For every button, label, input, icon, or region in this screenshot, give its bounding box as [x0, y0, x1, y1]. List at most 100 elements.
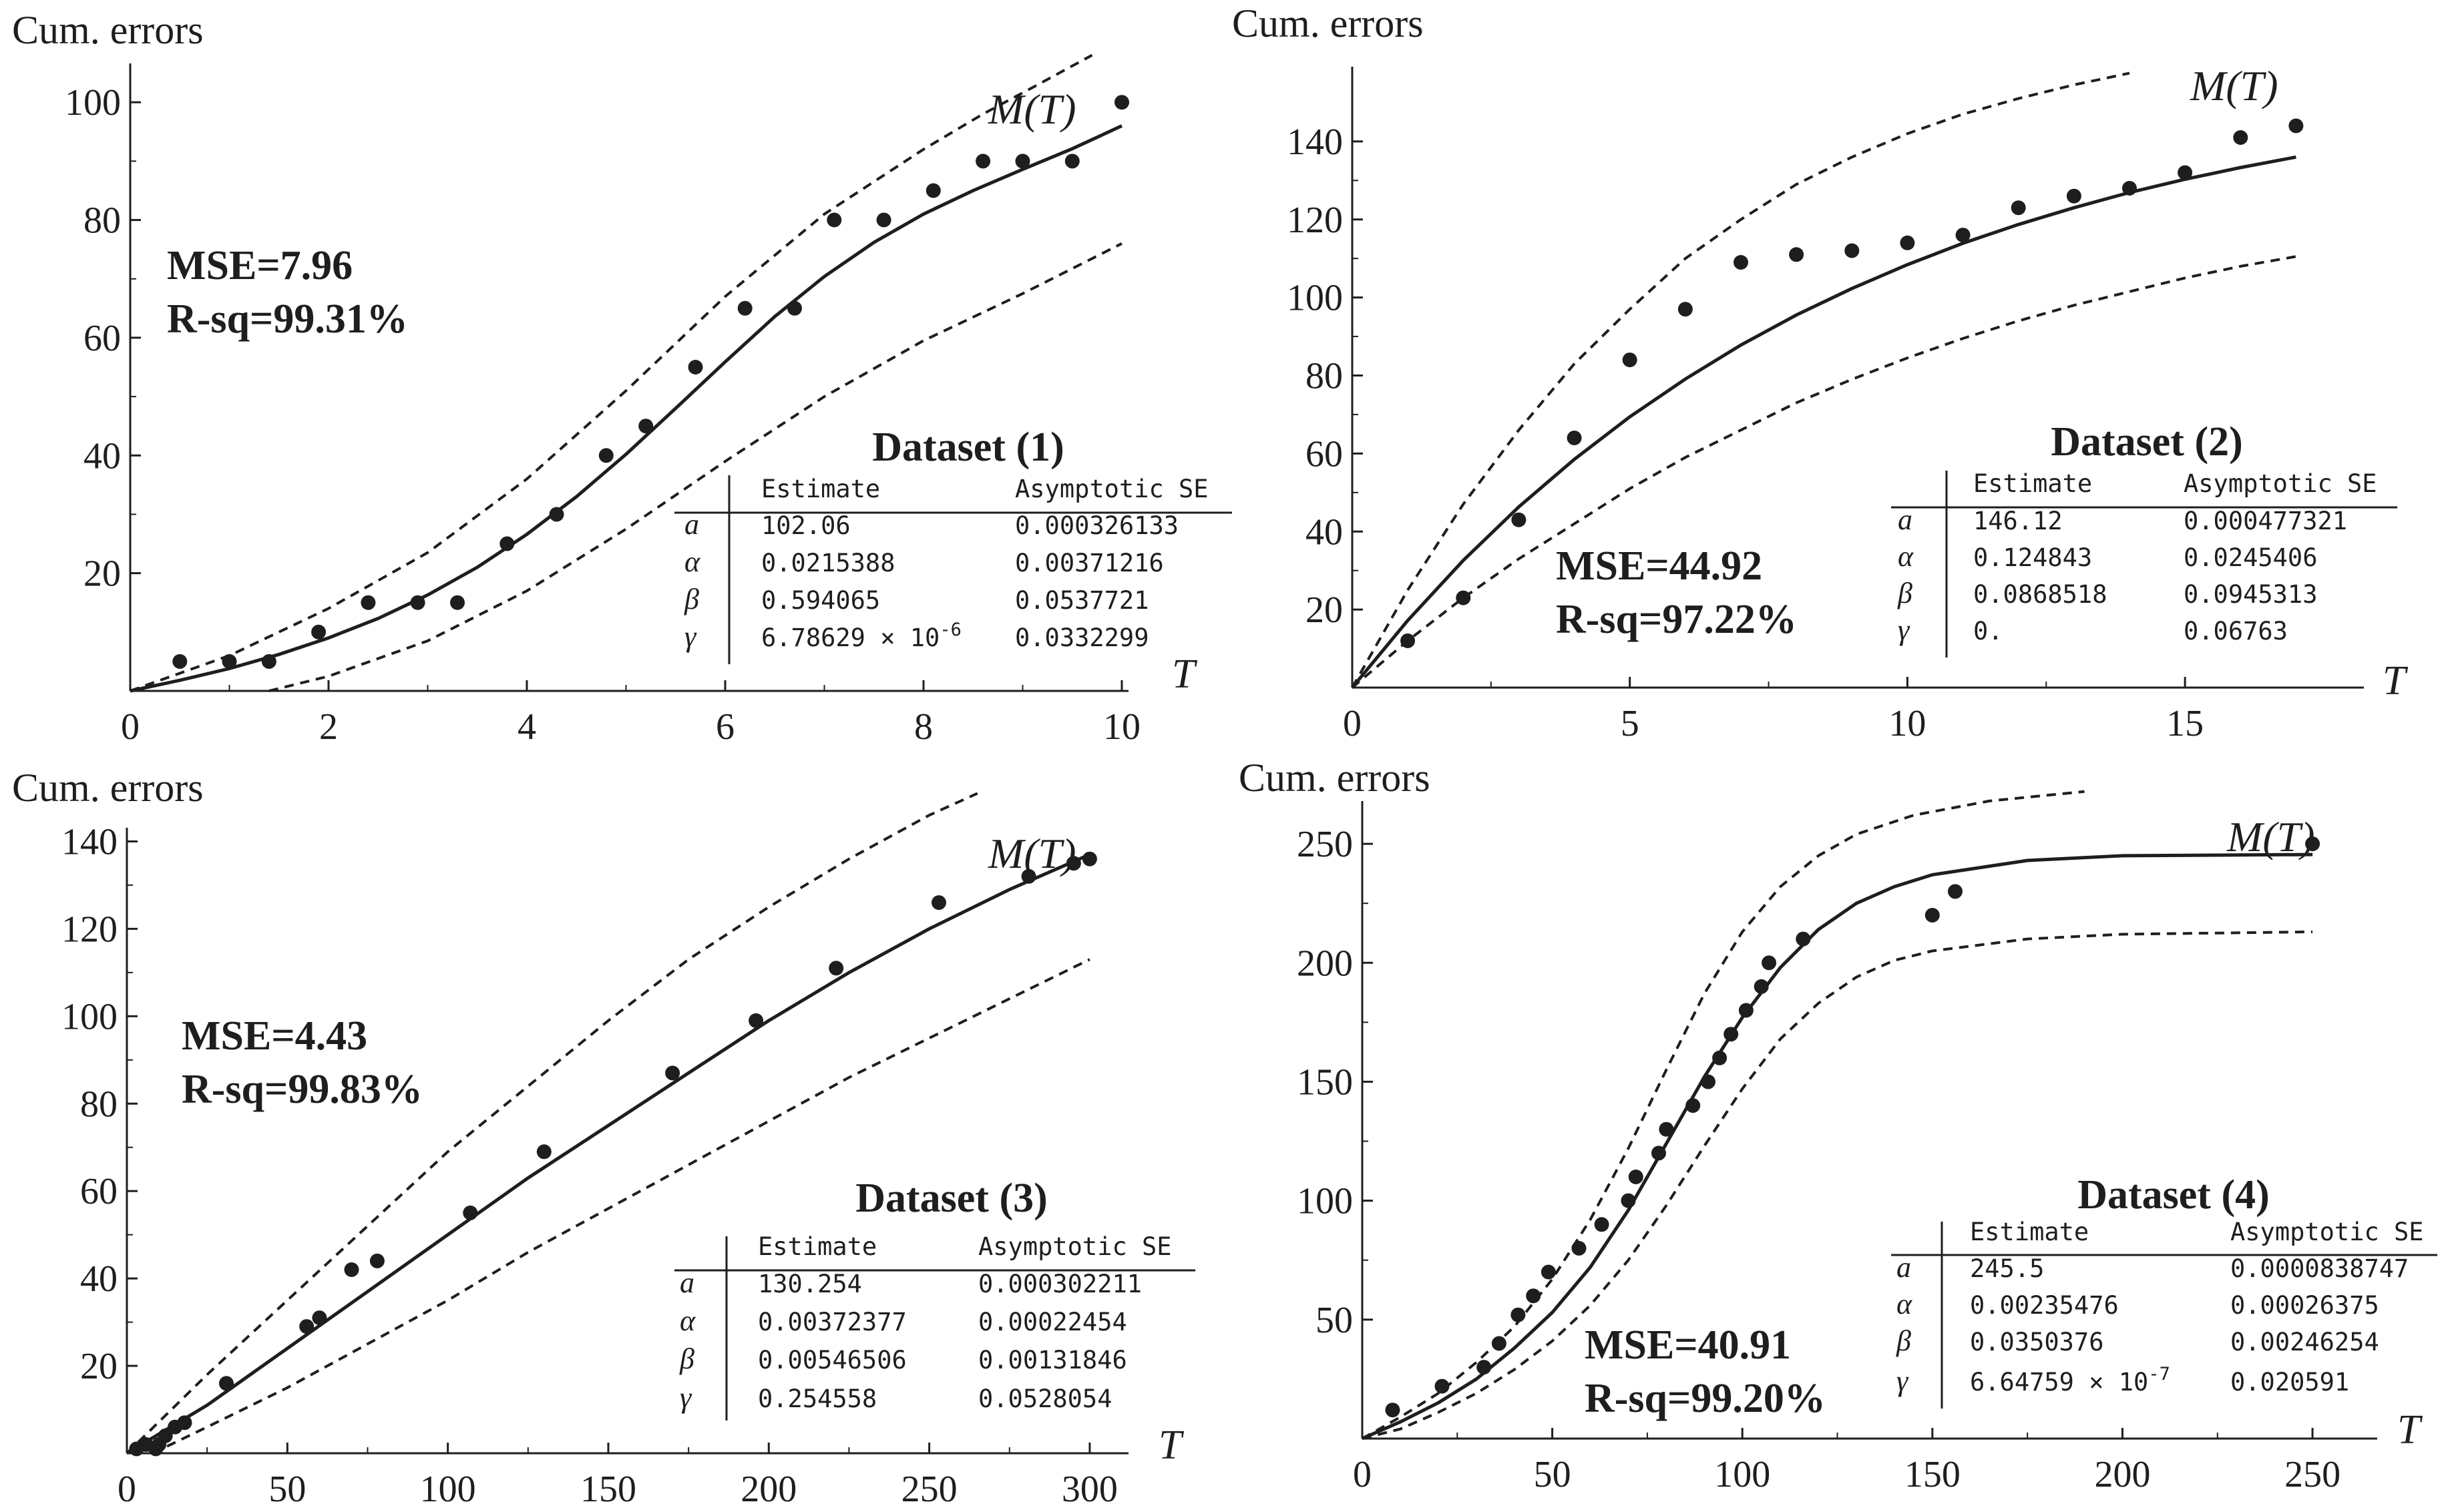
mse-label: MSE=44.92: [1556, 543, 1762, 589]
data-point: [1712, 1050, 1727, 1065]
table-estimate-exponent: -7: [2148, 1364, 2170, 1384]
y-tick-label: 100: [1297, 1181, 1353, 1222]
upper-confidence-band: [126, 792, 978, 1455]
data-point: [1701, 1074, 1715, 1089]
y-tick-label: 60: [1305, 433, 1343, 475]
data-point: [598, 448, 614, 463]
table-header-se: Asymptotic SE: [1015, 475, 1209, 503]
data-point: [1400, 633, 1416, 648]
upper-confidence-band: [1351, 71, 2130, 688]
r-squared-label: R-sq=99.83%: [182, 1067, 423, 1112]
data-point: [1900, 235, 1915, 250]
table-se-value: 0.000477321: [2184, 507, 2347, 535]
y-axis-label: Cum. errors: [12, 766, 204, 810]
parameter-table: Estimate Asymptotic SE a 102.06 0.000326133 α…: [674, 475, 1232, 664]
data-point: [976, 154, 991, 169]
data-point: [450, 595, 465, 610]
data-point: [1594, 1217, 1609, 1232]
y-tick-label: 50: [1315, 1300, 1353, 1341]
curve-label: M(T): [988, 830, 1076, 877]
table-estimate-value: 6.64759 × 10-7: [1970, 1364, 2170, 1397]
x-tick-label: 50: [1534, 1454, 1571, 1495]
data-point: [549, 507, 564, 522]
x-tick-label: 2: [319, 706, 338, 748]
data-point: [1723, 1027, 1739, 1042]
data-point: [787, 300, 802, 316]
table-estimate-value: 0.0868518: [1973, 580, 2107, 609]
data-point: [932, 895, 946, 911]
data-point: [410, 595, 425, 610]
data-point: [1924, 908, 1940, 923]
data-point: [665, 1065, 680, 1081]
dataset-title: Dataset (3): [855, 1176, 1048, 1221]
x-tick-label: 0: [1343, 703, 1362, 744]
y-tick-label: 40: [83, 435, 121, 477]
y-tick-label: 120: [1287, 200, 1343, 241]
table-param-symbol: α: [680, 1304, 696, 1337]
chart-panel-2: Cum. errors T 0 5 10 15 20 40 60 80 100 120 140 M(T) M…: [1232, 1, 2409, 744]
table-header-se: Asymptotic SE: [2230, 1218, 2424, 1246]
table-estimate-exponent: -6: [940, 619, 962, 640]
data-point: [926, 183, 941, 198]
data-point: [172, 654, 188, 669]
table-estimate-value: 102.06: [761, 511, 851, 540]
curve-label: M(T): [2190, 62, 2278, 109]
data-point: [1754, 979, 1769, 994]
y-tick-label: 80: [80, 1083, 118, 1125]
data-point: [1541, 1264, 1556, 1280]
fitted-curve: [126, 852, 1090, 1455]
table-estimate-value: 130.254: [758, 1270, 862, 1298]
chart-panel-1: Cum. errors T 0 2 4 6 8 10 20 40 60 80 100 M(T) MSE=7.…: [12, 8, 1232, 748]
fitted-curve: [130, 124, 1123, 693]
table-estimate-value: 0.00235476: [1970, 1291, 2119, 1320]
table-param-symbol: α: [1898, 540, 1914, 573]
table-param-symbol: a: [684, 508, 699, 541]
y-tick-label: 140: [1287, 121, 1343, 163]
data-point: [1651, 1146, 1666, 1161]
y-tick-label: 140: [61, 821, 118, 862]
table-estimate-value: 0.124843: [1973, 543, 2092, 572]
x-tick-label: 10: [1103, 706, 1141, 748]
x-tick-label: 6: [716, 706, 735, 748]
data-point: [749, 1013, 764, 1028]
x-tick-label: 200: [741, 1469, 797, 1510]
data-point: [829, 961, 844, 976]
x-tick-label: 250: [2284, 1454, 2340, 1495]
x-tick-label: 250: [901, 1469, 958, 1510]
data-point: [344, 1262, 359, 1277]
mse-label: MSE=4.43: [182, 1013, 367, 1059]
upper-confidence-band: [1362, 790, 2085, 1440]
table-param-symbol: β: [679, 1342, 694, 1375]
table-estimate-value: 0.0215388: [761, 549, 895, 577]
data-point: [1621, 1193, 1636, 1208]
mse-label: MSE=40.91: [1585, 1322, 1791, 1368]
fitted-curve: [1361, 852, 2313, 1441]
data-point: [737, 300, 753, 316]
table-param-symbol: a: [1898, 503, 1912, 536]
x-tick-label: 0: [121, 706, 140, 748]
lower-confidence-band: [1362, 930, 2313, 1440]
lower-confidence-band: [1351, 255, 2296, 689]
data-point: [2305, 836, 2320, 852]
y-axis-label: Cum. errors: [1239, 756, 1430, 800]
y-tick-label: 80: [1305, 356, 1343, 397]
table-estimate-value: 6.78629 × 10-6: [761, 619, 962, 652]
data-point: [312, 1310, 327, 1326]
table-estimate-value: 0.594065: [761, 586, 880, 615]
x-tick-label: 100: [420, 1469, 476, 1510]
table-param-symbol: γ: [680, 1381, 692, 1414]
table-se-value: 0.00026375: [2230, 1291, 2379, 1320]
data-point: [1385, 1403, 1400, 1418]
data-point: [1628, 1170, 1643, 1184]
table-se-value: 0.00022454: [978, 1308, 1127, 1336]
table-param-symbol: a: [680, 1266, 694, 1299]
data-point: [2066, 188, 2081, 204]
table-se-value: 0.000302211: [978, 1270, 1142, 1298]
table-param-symbol: α: [684, 545, 700, 578]
chart-panel-3: Cum. errors T 0 50 100 150 200 250 300 20 40 60 80 10…: [12, 766, 1195, 1510]
y-tick-label: 20: [80, 1346, 118, 1387]
data-point: [1571, 1240, 1587, 1256]
table-estimate-value: 0.: [1973, 617, 2003, 646]
x-tick-label: 150: [1904, 1454, 1961, 1495]
